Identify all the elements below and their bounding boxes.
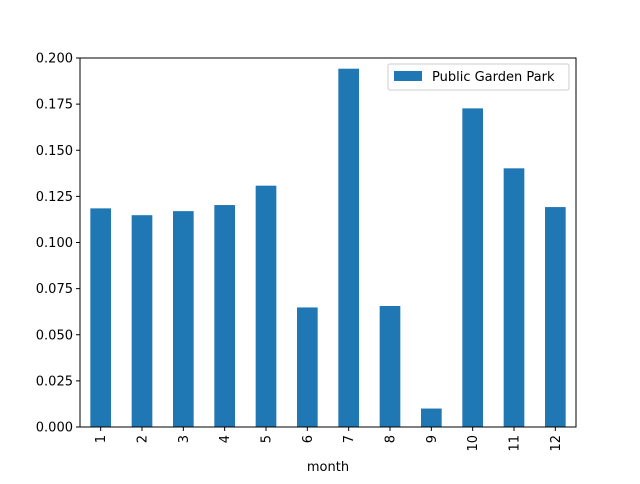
x-tick-label: 1 (94, 435, 109, 443)
y-tick-label: 0.075 (36, 282, 73, 297)
y-tick-label: 0.025 (36, 374, 73, 389)
y-tick-label: 0.150 (36, 144, 73, 159)
x-tick-label: 3 (177, 435, 192, 443)
x-tick-label: 2 (136, 435, 151, 443)
y-tick-label: 0.100 (36, 236, 73, 251)
y-tick-label: 0.200 (36, 52, 73, 67)
x-tick-label: 6 (301, 435, 316, 443)
bar-month-10 (462, 108, 483, 427)
bar-month-3 (173, 211, 194, 427)
plot-frame (79, 57, 577, 428)
x-axis-label: month (307, 460, 349, 475)
x-tick-label: 4 (218, 435, 233, 443)
bar-month-12 (545, 207, 566, 427)
legend-swatch (394, 71, 422, 81)
bar-month-9 (421, 408, 442, 427)
x-tick-label: 12 (549, 435, 564, 452)
x-tick-label: 7 (342, 435, 357, 443)
x-tick-label: 9 (425, 435, 440, 443)
x-tick-label: 10 (466, 435, 481, 452)
x-tick-label: 8 (384, 435, 399, 443)
bars-group (90, 68, 566, 428)
x-tick-label: 5 (260, 435, 275, 443)
y-axis: 0.000 0.025 0.050 0.075 0.100 0.125 0.150 0.175… (36, 52, 80, 436)
bar-month-1 (90, 208, 111, 427)
legend-label: Public Garden Park (432, 70, 555, 85)
y-tick-label: 0.000 (36, 421, 73, 436)
bar-month-6 (297, 307, 318, 427)
y-tick-label: 0.050 (36, 328, 73, 343)
bar-month-5 (255, 185, 277, 427)
y-tick-label: 0.175 (36, 98, 73, 113)
legend-box (387, 63, 570, 91)
x-axis: 1 2 3 4 5 6 7 8 9 10 11 12 (94, 427, 564, 452)
bar-month-7 (338, 68, 359, 428)
bar-month-11 (503, 168, 525, 427)
bar-month-8 (379, 305, 401, 427)
y-tick-label: 0.125 (36, 190, 73, 205)
bar-month-2 (131, 215, 153, 427)
bar-month-4 (214, 205, 235, 427)
x-tick-label: 11 (508, 435, 523, 452)
legend: Public Garden Park (387, 63, 570, 91)
